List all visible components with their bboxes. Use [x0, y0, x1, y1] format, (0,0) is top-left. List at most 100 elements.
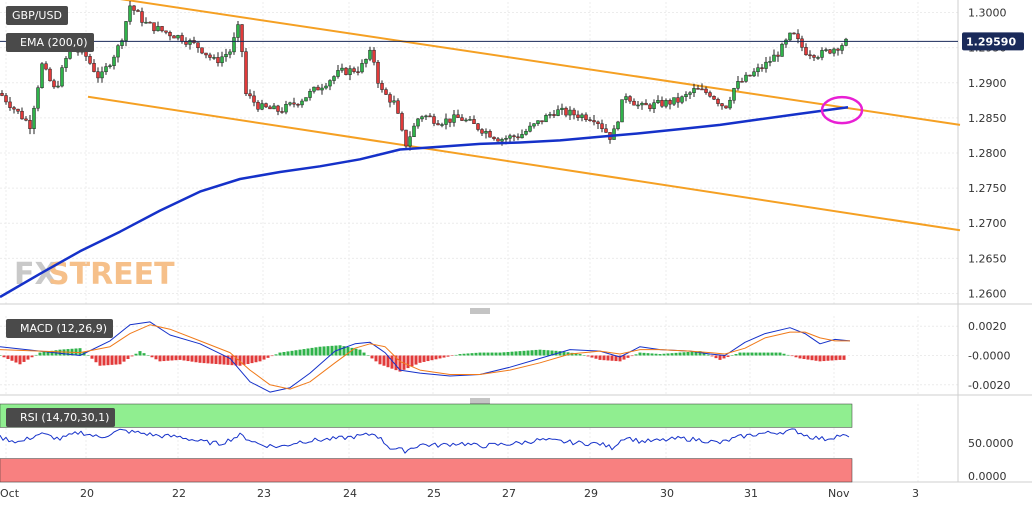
- candle-bear: [400, 113, 404, 131]
- candle-bull: [260, 103, 264, 110]
- macd-bar-negative: [794, 355, 798, 358]
- macd-bar-positive: [138, 351, 142, 356]
- candle-bull: [100, 71, 104, 79]
- macd-bar-negative: [110, 355, 114, 365]
- macd-bar-negative: [22, 355, 26, 362]
- candle-bear: [708, 92, 712, 97]
- candle-bull: [624, 96, 628, 100]
- macd-bar-negative: [394, 355, 398, 371]
- candle-bear: [152, 22, 156, 32]
- candle-bear: [244, 51, 248, 95]
- rsi-legend-text: RSI (14,70,30,1): [20, 411, 110, 424]
- macd-bar-positive: [342, 346, 346, 356]
- macd-bar-positive: [522, 350, 526, 356]
- macd-bar-negative: [614, 355, 618, 362]
- candle-bear: [352, 68, 356, 72]
- candle-bear: [380, 83, 384, 90]
- candle-bear: [204, 52, 208, 56]
- candle-bear: [432, 116, 436, 124]
- macd-bar-negative: [714, 355, 718, 359]
- macd-bar-negative: [94, 355, 98, 363]
- macd-bar-positive: [526, 350, 530, 356]
- macd-bar-negative: [626, 355, 630, 358]
- candle-bear: [16, 108, 20, 112]
- macd-bar-negative: [210, 355, 214, 364]
- macd-bar-positive: [538, 349, 542, 356]
- candle-bull: [504, 137, 508, 140]
- candle-bull: [228, 51, 232, 55]
- candle-bear: [404, 129, 408, 147]
- candle-bear: [268, 106, 272, 110]
- candle-bull: [408, 136, 412, 147]
- candle-bear: [604, 128, 608, 133]
- macd-bar-positive: [706, 354, 710, 356]
- candle-bear: [460, 117, 464, 121]
- y-tick-label: 1.2750: [968, 182, 1007, 195]
- macd-y-tick-label: -0.0000: [968, 350, 1010, 363]
- macd-bar-positive: [510, 351, 514, 356]
- watermark: FX STREET: [14, 257, 175, 292]
- candle-bull: [320, 87, 324, 91]
- macd-bar-negative: [118, 355, 122, 365]
- ema-200-line: [0, 106, 849, 299]
- candle-bear: [316, 86, 320, 91]
- candle-bull: [560, 107, 564, 110]
- macd-bar-positive: [490, 352, 494, 356]
- macd-bar-positive: [754, 352, 758, 356]
- macd-bar-positive: [662, 353, 666, 356]
- candle-bear: [0, 93, 4, 96]
- candle-bear: [356, 71, 360, 73]
- candle-bear: [456, 114, 460, 118]
- macd-bar-positive: [282, 351, 286, 356]
- macd-bar-negative: [374, 355, 378, 362]
- candle-bull: [548, 114, 552, 116]
- watermark-fx: FX: [14, 257, 58, 292]
- macd-bar-negative: [830, 355, 834, 361]
- macd-bar-positive: [786, 354, 790, 356]
- candle-bull: [764, 61, 768, 69]
- candle-bull: [104, 66, 108, 73]
- macd-bar-positive: [482, 352, 486, 356]
- macd-bar-positive: [366, 355, 370, 356]
- macd-bar-negative: [406, 355, 410, 369]
- macd-bar-positive: [670, 353, 674, 356]
- x-tick-label: 30: [660, 487, 674, 500]
- candle-bull: [520, 134, 524, 139]
- macd-bar-positive: [766, 352, 770, 356]
- macd-bar-positive: [530, 350, 534, 356]
- candle-bull: [288, 102, 292, 105]
- candle-bull: [768, 61, 772, 63]
- macd-bar-positive: [278, 352, 282, 356]
- macd-bar-positive: [734, 354, 738, 356]
- macd-bar-negative: [162, 355, 166, 362]
- candle-bear: [140, 11, 144, 23]
- candle-bull: [64, 58, 68, 68]
- candle-bull: [752, 71, 756, 77]
- macd-bar-negative: [390, 355, 394, 369]
- macd-bar-negative: [414, 355, 418, 365]
- macd-bar-negative: [202, 355, 206, 364]
- macd-bar-positive: [286, 351, 290, 356]
- last-price-value: 1.29590: [966, 35, 1016, 48]
- macd-bar-positive: [502, 352, 506, 356]
- candle-bear: [28, 120, 32, 129]
- macd-bar-positive: [494, 352, 498, 356]
- macd-bar-positive: [454, 354, 458, 356]
- ema-legend-text: EMA (200,0): [20, 36, 88, 49]
- macd-bar-negative: [226, 355, 230, 365]
- candle-bear: [184, 41, 188, 45]
- macd-bar-negative: [598, 355, 602, 360]
- macd-bar-positive: [778, 352, 782, 356]
- macd-bar-negative: [214, 355, 218, 364]
- macd-bar-negative: [438, 355, 442, 359]
- macd-bar-positive: [654, 353, 658, 356]
- candle-bull: [308, 91, 312, 98]
- channel-lower-line: [87, 95, 961, 232]
- macd-bar-negative: [410, 355, 414, 367]
- macd-bar-negative: [382, 355, 386, 366]
- candle-bear: [44, 63, 48, 70]
- candle-bull: [312, 86, 316, 92]
- macd-bar-negative: [2, 355, 6, 358]
- candle-bear: [792, 32, 796, 35]
- macd-bar-negative: [26, 355, 30, 360]
